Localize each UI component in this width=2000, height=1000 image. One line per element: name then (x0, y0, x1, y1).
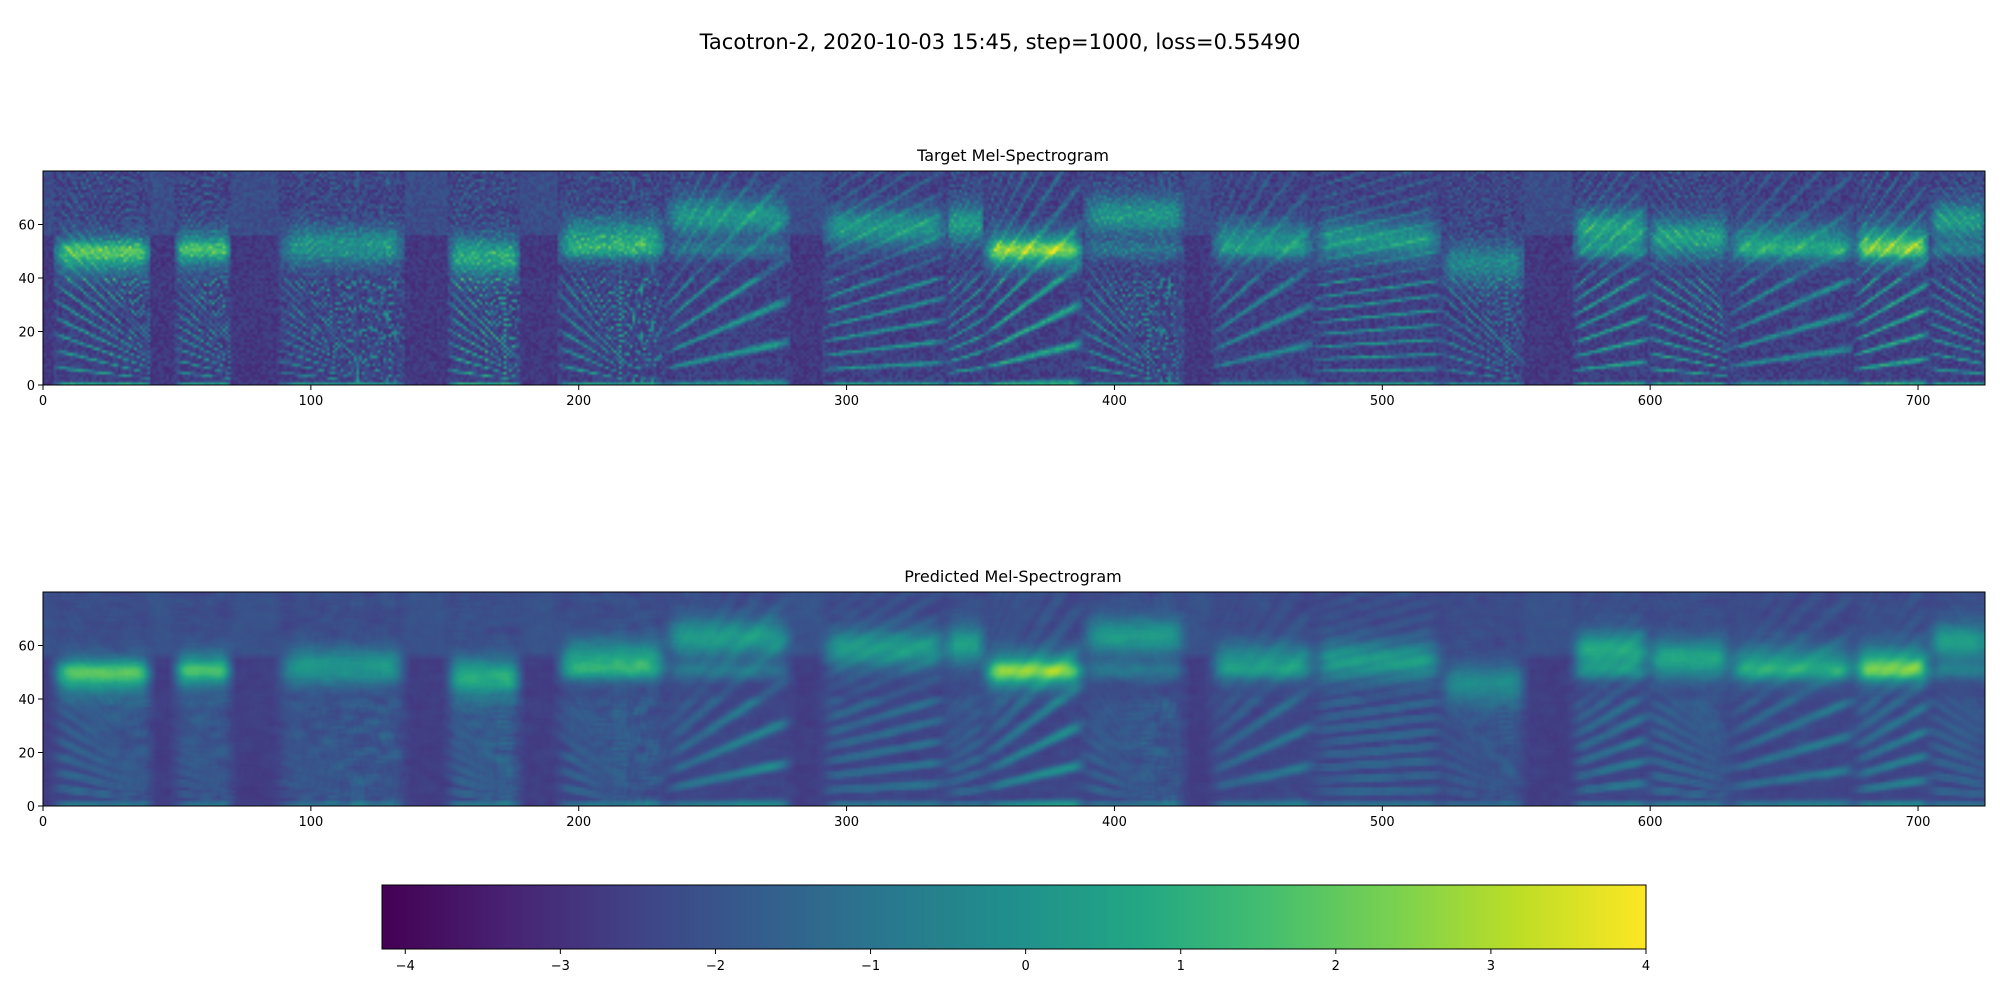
colorbar-tick-label: 1 (1177, 959, 1185, 974)
target-x-tick-label: 300 (834, 394, 859, 409)
figure-title: Tacotron-2, 2020-10-03 15:45, step=1000,… (699, 30, 1301, 54)
colorbar-tick-label: −4 (396, 959, 415, 974)
predicted-spectrogram-title: Predicted Mel-Spectrogram (904, 567, 1121, 586)
target-x-tick-label: 100 (298, 394, 323, 409)
target-x-tick-label: 500 (1370, 394, 1395, 409)
predicted-y-tick-label: 20 (18, 747, 35, 762)
predicted-y-tick-label: 60 (18, 640, 35, 655)
colorbar-tick-label: 0 (1021, 959, 1029, 974)
target-spectrogram-heatmap (43, 171, 1985, 385)
predicted-x-tick-label: 300 (834, 815, 859, 830)
predicted-x-tick-label: 100 (298, 815, 323, 830)
colorbar-tick-label: −2 (706, 959, 725, 974)
predicted-spectrogram-panel: Predicted Mel-Spectrogram 0 100 200 300 400 5… (18, 567, 1986, 831)
target-x-tick-label: 700 (1906, 394, 1931, 409)
target-y-tick-label: 0 (27, 379, 35, 394)
predicted-x-tick-label: 200 (566, 815, 591, 830)
predicted-x-tick-label: 400 (1102, 815, 1127, 830)
target-x-tick-label: 400 (1102, 394, 1127, 409)
colorbar-ticks: −4 −3 −2 −1 0 1 2 3 4 (396, 949, 1650, 974)
target-x-tick-label: 600 (1638, 394, 1663, 409)
colorbar-frame (381, 884, 1647, 950)
target-spectrogram-axes: 0 100 200 300 400 500 600 700 0 20 40 60 (18, 219, 1930, 410)
target-spectrogram-panel: Target Mel-Spectrogram 0 100 200 300 400 500 6… (18, 146, 1986, 410)
predicted-x-tick-label: 500 (1370, 815, 1395, 830)
target-x-tick-label: 200 (566, 394, 591, 409)
colorbar-tick-label: 3 (1487, 959, 1495, 974)
colorbar: −4 −3 −2 −1 0 1 2 3 4 (381, 884, 1650, 974)
predicted-spectrogram-heatmap (43, 592, 1985, 806)
target-y-tick-label: 40 (18, 272, 35, 287)
predicted-x-tick-label: 600 (1638, 815, 1663, 830)
colorbar-tick-label: −3 (551, 959, 570, 974)
colorbar-tick-label: 4 (1642, 959, 1650, 974)
predicted-x-tick-label: 700 (1906, 815, 1931, 830)
target-x-tick-label: 0 (39, 394, 47, 409)
colorbar-tick-label: 2 (1332, 959, 1340, 974)
predicted-y-tick-label: 0 (27, 800, 35, 815)
colorbar-gradient (382, 885, 1646, 949)
predicted-x-tick-label: 0 (39, 815, 47, 830)
target-y-tick-label: 20 (18, 326, 35, 341)
colorbar-tick-label: −1 (861, 959, 880, 974)
target-y-tick-label: 60 (18, 219, 35, 234)
predicted-y-tick-label: 40 (18, 693, 35, 708)
predicted-spectrogram-axes: 0 100 200 300 400 500 600 700 0 20 40 60 (18, 640, 1930, 831)
target-spectrogram-title: Target Mel-Spectrogram (916, 146, 1109, 165)
